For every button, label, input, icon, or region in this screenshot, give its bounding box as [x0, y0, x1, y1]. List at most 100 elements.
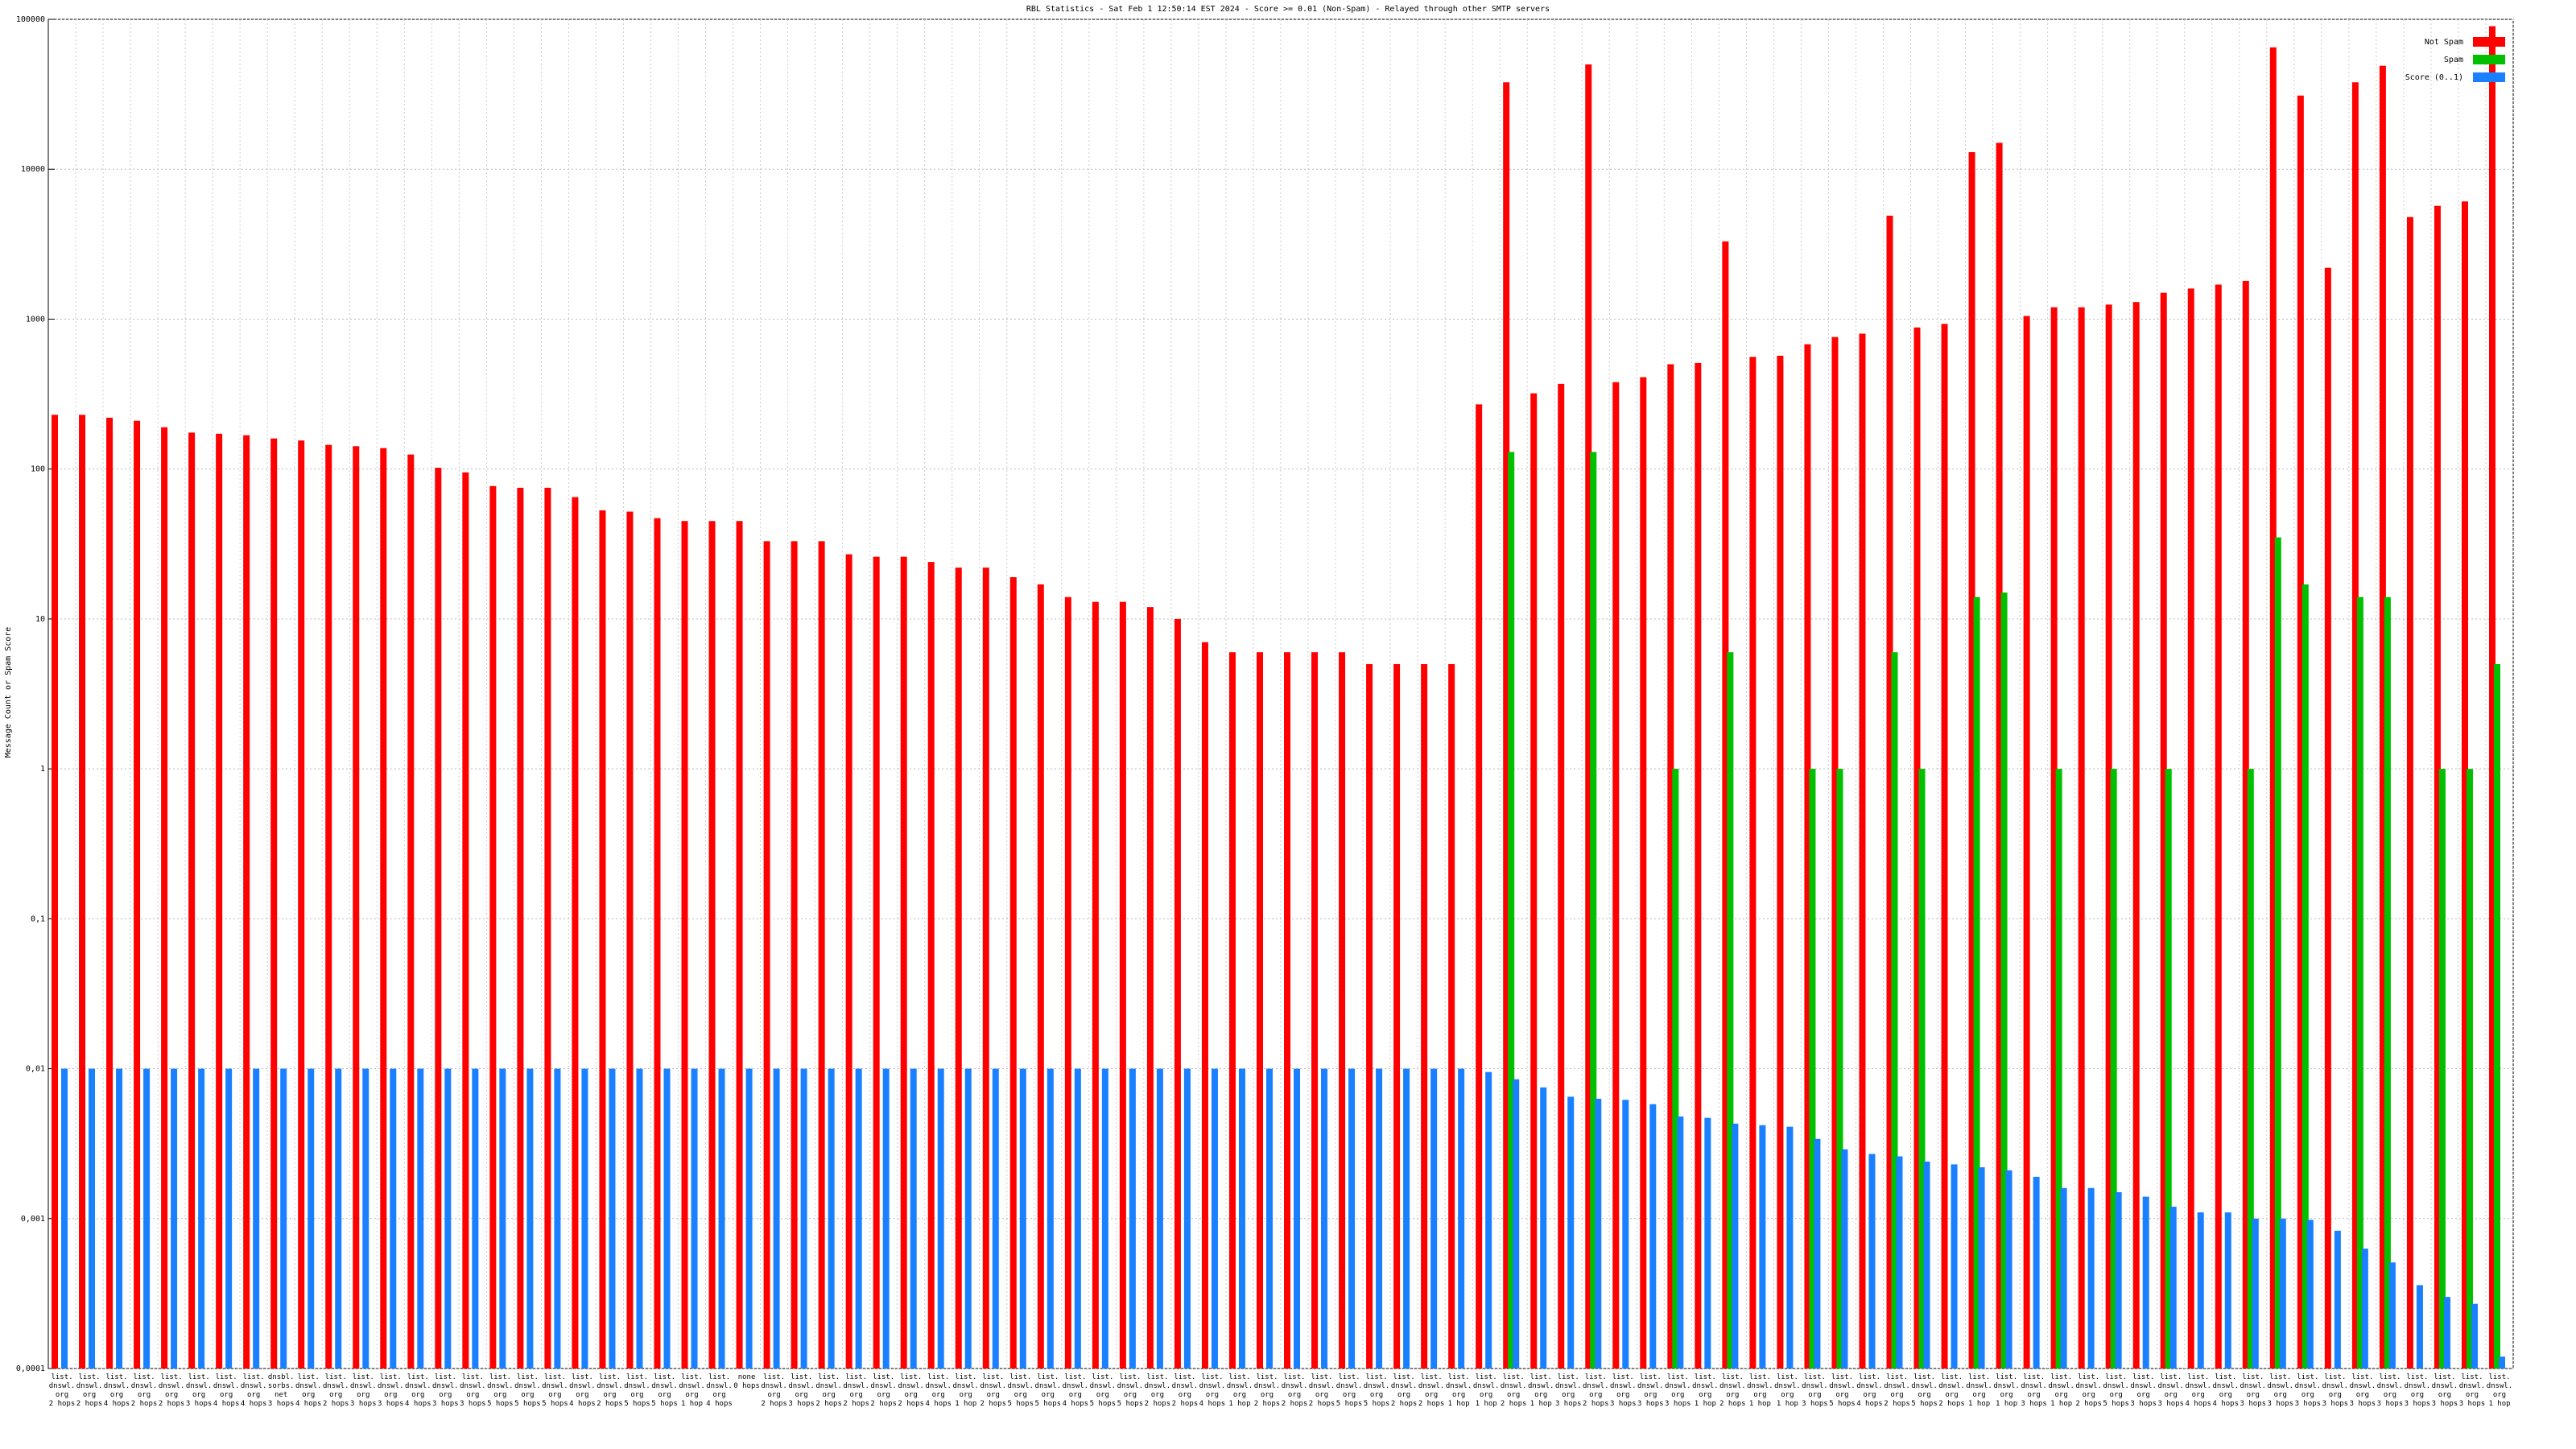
bar	[2434, 205, 2441, 1369]
x-tick-label: list. dnswl. org 3 hops	[2157, 1373, 2184, 1408]
bar	[636, 1068, 643, 1368]
bar	[1348, 1068, 1356, 1368]
bar	[188, 432, 196, 1368]
bar	[1585, 64, 1592, 1368]
bar	[1896, 1156, 1903, 1368]
bar	[2416, 1285, 2423, 1368]
x-tick-label: list. dnswl. org 2 hops	[1884, 1373, 1910, 1408]
bar	[1978, 1167, 1985, 1368]
bar	[1777, 355, 1784, 1368]
x-tick-label: list. dnswl. org 2 hops	[815, 1373, 842, 1408]
bar	[718, 1068, 725, 1368]
bar	[2224, 1212, 2231, 1368]
x-tick-label: list. dnswl. org 3 hops	[1554, 1373, 1582, 1408]
bar	[1064, 597, 1071, 1368]
x-tick-label: list. dnswl. org 3 hops	[2021, 1373, 2047, 1408]
x-tick-label: list. dnswl. org 5 hops	[487, 1373, 514, 1408]
legend-label: Score (0..1)	[2405, 73, 2463, 82]
x-tick-label: list. dnswl. org 2 hops	[130, 1373, 158, 1408]
bar	[1941, 324, 1948, 1369]
bar	[1722, 241, 1729, 1368]
bar	[1211, 1068, 1218, 1368]
x-tick-label: list. dnswl. org 3 hops	[2240, 1373, 2267, 1408]
x-tick-label: list. dnswl. org 2 hops	[1144, 1373, 1171, 1408]
bar	[1183, 1068, 1191, 1368]
bar	[955, 568, 962, 1368]
y-axis-label: Message Count or Spam Score	[4, 627, 13, 758]
bar	[654, 518, 661, 1369]
bar	[1458, 1068, 1465, 1368]
bar	[2406, 217, 2413, 1369]
x-tick-label: list. dnswl. org 3 hops	[1637, 1373, 1664, 1408]
bar	[1366, 663, 1373, 1368]
x-tick-label: list. dnswl. org 1 hop	[1527, 1373, 1554, 1408]
bar	[1119, 601, 1126, 1368]
x-tick-label: list. dnswl. org 2 hops	[980, 1373, 1007, 1408]
x-tick-label: list. dnswl. org 2 hops	[1582, 1373, 1609, 1408]
bar	[800, 1068, 807, 1368]
bar	[2334, 1230, 2341, 1368]
bar	[280, 1068, 287, 1368]
bar	[143, 1068, 151, 1368]
x-tick-label: list. dnswl. org 2 hops	[1719, 1373, 1746, 1408]
bar	[1284, 652, 1291, 1368]
x-tick-label: list. dnswl. org 2 hops	[1171, 1373, 1199, 1408]
x-tick-label: list. dnswl. org 5 hops	[651, 1373, 678, 1408]
bar	[1973, 597, 1980, 1368]
x-tick-label: list. dnswl. org 4 hops	[295, 1373, 322, 1408]
legend-label: Spam	[2444, 56, 2463, 64]
bar	[910, 1068, 917, 1368]
x-tick-label: list. dnswl. org 1 hop	[1226, 1373, 1253, 1408]
bar	[2105, 304, 2112, 1368]
x-tick-label: list. dnswl. org 2 hops	[761, 1373, 787, 1408]
x-tick-label: list. dnswl. org 4 hops	[706, 1373, 733, 1408]
x-tick-label: list. dnswl. org 4 hops	[213, 1373, 240, 1408]
bar	[1868, 1154, 1876, 1368]
x-tick-label: list. dnswl. org 3 hops	[378, 1373, 404, 1408]
x-tick-label: list. dnswl. org 5 hops	[1829, 1373, 1856, 1408]
bar	[2023, 316, 2030, 1368]
legend-swatch	[2473, 37, 2505, 47]
bar	[1530, 393, 1538, 1368]
bar	[1311, 652, 1319, 1368]
bar	[1046, 1068, 1054, 1368]
bar	[1595, 1098, 1602, 1368]
x-tick-label: list. dnswl. org 3 hops	[432, 1373, 459, 1408]
bar	[2488, 26, 2496, 1368]
bar	[335, 1068, 342, 1368]
bar	[1228, 652, 1236, 1368]
bar	[2443, 1297, 2450, 1368]
x-tick-label: list. dnswl. org 3 hops	[1802, 1373, 1828, 1408]
bar	[964, 1068, 972, 1368]
bar	[134, 420, 141, 1368]
bar	[626, 511, 634, 1368]
x-tick-label: list. dnswl. org 2 hops	[1500, 1373, 1527, 1408]
bar	[2279, 1218, 2286, 1368]
bar	[873, 556, 880, 1368]
x-tick-label: list. dnswl. org 2 hops	[870, 1373, 897, 1408]
x-tick-label: list. dnswl. org 4 hops	[1856, 1373, 1883, 1408]
bar	[308, 1068, 315, 1368]
bar	[1836, 769, 1843, 1368]
y-tick-label: 0,1	[31, 914, 45, 923]
bar	[2438, 769, 2446, 1368]
bar	[1448, 663, 1455, 1368]
bar	[1513, 1079, 1520, 1368]
x-tick-label: list. dnswl. org 4 hops	[1062, 1373, 1089, 1408]
bar	[2050, 307, 2058, 1369]
y-tick-label: 100	[31, 465, 45, 474]
bar	[544, 487, 551, 1368]
x-tick-label: list. dnswl. org 5 hops	[1363, 1373, 1390, 1408]
bar	[691, 1068, 698, 1368]
bar	[1841, 1149, 1848, 1368]
x-tick-label: list. dnswl. org 3 hops	[2130, 1373, 2157, 1408]
bar	[681, 521, 688, 1368]
bar	[1129, 1068, 1136, 1368]
x-tick-label: list. dnswl. org 5 hops	[624, 1373, 650, 1408]
bar	[472, 1068, 479, 1368]
x-tick-label: list. dnswl. org 3 hops	[460, 1373, 486, 1408]
bar	[1092, 601, 1099, 1368]
bar	[791, 541, 798, 1368]
bar	[2115, 1191, 2122, 1368]
bar	[1074, 1068, 1081, 1368]
